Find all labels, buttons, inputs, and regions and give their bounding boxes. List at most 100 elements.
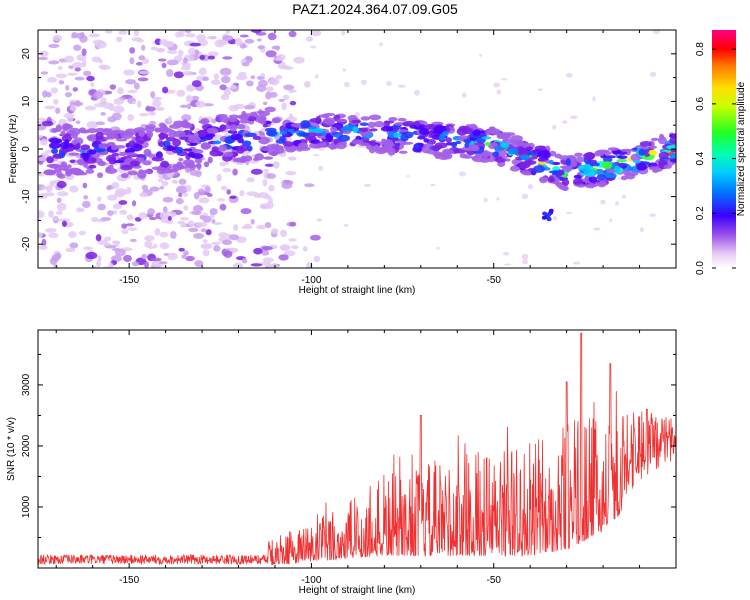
spectrogram-noise-blob — [48, 210, 54, 218]
spectrogram-noise-blob — [95, 260, 101, 268]
spectrogram-noise-blob — [260, 72, 266, 78]
spectrogram-noise-blob — [191, 95, 200, 101]
spectrogram-noise-blob — [123, 69, 135, 76]
spectrogram-noise-blob — [136, 100, 142, 108]
spectrogram-noise-blob — [185, 33, 196, 38]
spectrogram-noise-blob — [186, 103, 192, 110]
spectrogram-ridge-blob — [88, 149, 97, 155]
bottom-y-ticks: 1000 2000 3000 — [21, 353, 676, 538]
spectrogram-noise-blob — [261, 246, 273, 251]
spectrogram-noise-blob — [166, 49, 178, 55]
figure-title: PAZ1.2024.364.07.09.G05 — [292, 1, 458, 17]
spectrogram-noise-blob — [161, 180, 169, 187]
spectrogram-noise-blob — [269, 91, 278, 98]
spectrogram-ridge-blob — [207, 156, 213, 164]
spectrogram-noise-blob — [106, 185, 112, 191]
spectrogram-noise-blob — [241, 62, 250, 67]
spectrogram-ridge-blob — [120, 173, 129, 179]
spectrogram-ridge-blob — [69, 159, 76, 163]
spectrogram-noise-blob — [219, 203, 227, 211]
spectrogram-noise-blob — [639, 227, 644, 233]
spectrogram-ridge-blob — [175, 146, 184, 154]
spectrogram-noise-blob — [262, 178, 268, 187]
spectrogram-noise-blob — [223, 90, 232, 96]
spectrogram-noise-blob — [226, 189, 231, 195]
colorbar-ticks: 0.0 0.2 0.4 0.6 0.8 — [695, 42, 736, 275]
spectrogram-ridge-blob — [181, 123, 193, 129]
spectrogram-ridge-blob — [417, 135, 426, 140]
spectrogram-noise-blob — [496, 89, 502, 95]
spectrogram-ridge-blob — [203, 161, 210, 168]
spectrogram-noise-blob — [38, 56, 49, 61]
colorbar-tick-label: 0.0 — [695, 261, 706, 275]
spectrogram-noise-blob — [213, 244, 221, 252]
spectrogram-noise-blob — [343, 223, 349, 227]
spectrogram-noise-blob — [502, 251, 510, 256]
spectrogram-noise-blob — [97, 203, 106, 211]
spectrogram-ridge-blob — [492, 151, 500, 157]
spectrogram-ridge-blob — [532, 165, 545, 173]
spectrogram-noise-blob — [245, 80, 254, 87]
spectrogram-noise-blob — [478, 54, 483, 57]
spectrogram-ridge-blob — [185, 162, 195, 169]
spectrogram-noise-blob — [78, 230, 86, 236]
spectrogram-noise-blob — [73, 44, 82, 51]
spectrogram-ridge-blob — [111, 152, 120, 157]
spectrogram-ridge-blob — [458, 135, 469, 140]
spectrogram-ridge-blob — [445, 137, 452, 143]
spectrogram-ridge-blob — [94, 127, 106, 133]
spectrogram-noise-blob — [263, 168, 270, 172]
spectrogram-noise-blob — [239, 34, 249, 38]
spectrogram-ridge-blob — [216, 114, 228, 118]
spectrogram-ridge-blob — [651, 166, 659, 174]
spectrogram-noise-blob — [483, 197, 488, 203]
spectrogram-ridge-blob — [528, 167, 534, 172]
spectrogram-noise-blob — [288, 30, 297, 38]
spectrogram-ridge-blob — [133, 127, 146, 133]
spectrogram-ridge-blob — [219, 124, 227, 131]
spectrogram-noise-blob — [187, 47, 197, 56]
spectrogram-blobs — [38, 30, 676, 268]
spectrogram-ridge-blob — [669, 136, 676, 145]
spectrogram-noise-blob — [318, 165, 324, 171]
spectrogram-noise-blob — [500, 78, 508, 81]
spectrogram-ridge-blob — [113, 159, 125, 164]
spectrogram-ridge-blob — [239, 119, 250, 124]
spectrogram-ridge-blob — [546, 212, 552, 217]
spectrogram-noise-blob — [48, 60, 60, 65]
spectrogram-noise-blob — [91, 56, 102, 63]
bottom-x-tick-label: -50 — [486, 575, 501, 586]
spectrogram-noise-blob — [522, 259, 529, 265]
spectrogram-ridge-blob — [212, 140, 222, 145]
spectrogram-noise-blob — [175, 198, 184, 205]
spectrogram-noise-blob — [306, 36, 314, 42]
spectrogram-noise-blob — [264, 222, 272, 229]
spectrogram-noise-blob — [167, 115, 173, 123]
spectrogram-noise-blob — [167, 252, 178, 261]
spectrogram-noise-blob — [220, 185, 228, 191]
spectrogram-noise-blob — [406, 175, 410, 178]
spectrogram-noise-blob — [86, 75, 95, 82]
spectrogram-ridge-blob — [484, 142, 491, 146]
spectrogram-ridge-blob — [266, 144, 275, 149]
spectrogram-noise-blob — [40, 138, 48, 146]
spectrogram-noise-blob — [150, 91, 156, 99]
spectrogram-noise-blob — [197, 188, 206, 196]
spectrogram-noise-blob — [220, 75, 231, 84]
spectrogram-noise-blob — [157, 58, 167, 62]
spectrogram-noise-blob — [609, 218, 613, 223]
spectrogram-noise-blob — [538, 88, 543, 91]
spectrogram-noise-blob — [496, 197, 500, 201]
spectrogram-ridge-blob — [666, 145, 676, 150]
spectrogram-ridge-blob — [254, 153, 265, 161]
spectrogram-noise-blob — [150, 257, 162, 262]
spectrogram-noise-blob — [235, 74, 248, 81]
spectrogram-noise-blob — [379, 42, 383, 47]
spectrogram-noise-blob — [257, 45, 265, 50]
spectrogram-noise-blob — [593, 227, 601, 231]
spectrogram-ridge-blob — [198, 120, 208, 124]
spectrogram-noise-blob — [310, 45, 317, 49]
spectrogram-ridge-blob — [472, 129, 482, 137]
bottom-y-tick-label: 1000 — [21, 495, 32, 518]
spectrogram-ridge-blob — [359, 127, 369, 133]
